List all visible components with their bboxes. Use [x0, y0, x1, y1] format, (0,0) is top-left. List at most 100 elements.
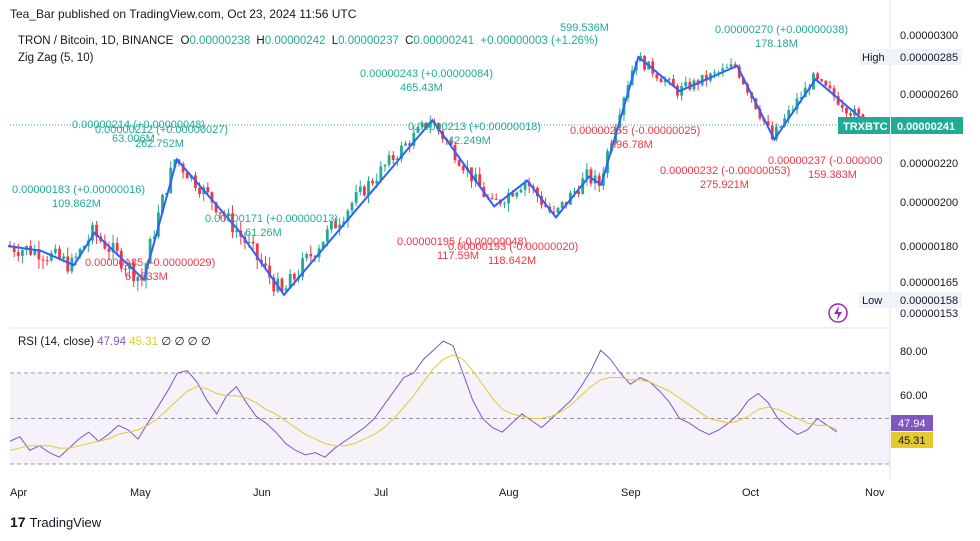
candle: [704, 70, 708, 87]
svg-text:45.31: 45.31: [898, 435, 926, 447]
candle: [383, 163, 387, 172]
candle: [272, 273, 276, 297]
candle: [696, 78, 700, 91]
high-value: 0.00000242: [264, 35, 326, 47]
last-price-tag: TRXBTC 0.00000241: [838, 117, 963, 134]
candle: [515, 191, 519, 200]
candle: [779, 125, 782, 128]
zigzag-label: 0.00000193 (-0.00000020) 118.642M: [448, 241, 578, 267]
candle: [671, 74, 675, 86]
candle: [45, 255, 49, 266]
svg-text:109.862M: 109.862M: [52, 198, 101, 210]
rsi-title[interactable]: RSI (14, close): [18, 336, 95, 348]
candle: [845, 106, 848, 118]
svg-text:396.78M: 396.78M: [610, 139, 653, 151]
zigzag-line: [7, 55, 870, 297]
zigzag-label: 0.00000213 (+0.00000018) 42.249M: [408, 121, 541, 147]
candle: [507, 188, 510, 212]
candle: [284, 285, 288, 292]
candle: [41, 255, 45, 270]
rsi-tick-label: 80.00: [900, 346, 928, 358]
rsi-band: [10, 373, 890, 464]
svg-text:0.00000285: 0.00000285: [900, 52, 958, 64]
zigzag-indicator-label[interactable]: Zig Zag (5, 10): [18, 52, 94, 64]
candle: [53, 244, 57, 256]
candle: [107, 241, 111, 261]
candle: [461, 163, 465, 174]
zigzag-label: 0.00000212 (+0.00000027) 262.752M: [95, 124, 228, 150]
candle: [774, 123, 778, 142]
svg-text:0.00000195 (-0.00000048): 0.00000195 (-0.00000048): [397, 236, 527, 248]
svg-text:0.00000171 (+0.00000013): 0.00000171 (+0.00000013): [205, 213, 338, 225]
svg-text:117.59M: 117.59M: [437, 250, 479, 262]
candle: [494, 193, 498, 201]
candle: [729, 58, 733, 68]
close-label: C: [405, 35, 414, 47]
candle: [857, 106, 861, 117]
price-tick-label: 0.00000200: [900, 197, 958, 209]
svg-text:High: High: [862, 52, 885, 64]
rsi-pane: 80.00 60.00 47.94 45.31: [9, 340, 933, 465]
candle: [132, 259, 136, 288]
open-label: O: [180, 35, 190, 47]
time-tick-label: Apr: [10, 487, 27, 499]
svg-text:42.249M: 42.249M: [448, 135, 491, 147]
zigzag-series: [7, 55, 870, 297]
candle: [111, 234, 115, 261]
svg-text:0.00000237 (-0.000000: 0.00000237 (-0.000000: [768, 155, 882, 167]
symbol-title[interactable]: TRON / Bitcoin, 1D, BINANCE: [18, 35, 174, 47]
svg-text:0.00000270 (+0.00000038): 0.00000270 (+0.00000038): [715, 24, 848, 36]
zigzag-label: 599.536M: [560, 22, 609, 34]
candle: [362, 184, 366, 197]
svg-text:0.00000158: 0.00000158: [900, 295, 958, 307]
time-tick-label: Aug: [499, 487, 519, 499]
price-tick-label: 0.00000220: [900, 158, 958, 170]
rsi-legend: RSI (14, close) 47.94 45.31 ∅ ∅ ∅ ∅: [18, 334, 211, 348]
svg-text:262.752M: 262.752M: [135, 138, 184, 150]
candle: [124, 264, 127, 276]
candle: [37, 240, 41, 269]
rsi-ma-line: [9, 354, 838, 451]
candle: [379, 160, 383, 183]
candle: [301, 252, 304, 281]
time-tick-label: Nov: [865, 487, 885, 499]
candle: [688, 77, 692, 92]
candle: [820, 78, 824, 83]
candle: [334, 217, 337, 229]
zigzag-labels: 0.00000243 (+0.00000084) 465.43M 0.0000021…: [12, 22, 882, 283]
candle: [490, 193, 494, 201]
candle: [663, 75, 667, 87]
zigzag-label: 0.00000237 (-0.000000 159.383M: [768, 155, 882, 181]
candle: [181, 161, 185, 179]
candle: [667, 77, 671, 86]
alert-icon[interactable]: [828, 303, 848, 323]
brand-name: TradingView: [29, 514, 102, 530]
candle: [309, 245, 313, 262]
candle: [288, 269, 292, 289]
footer-brand[interactable]: 17 TradingView: [10, 514, 101, 530]
tradingview-logo-icon: 17: [10, 514, 26, 530]
low-value: 0.00000237: [338, 35, 399, 47]
low-label: L: [331, 35, 339, 47]
time-tick-label: Jul: [374, 487, 388, 499]
zigzag-label: 0.00000243 (+0.00000084) 465.43M: [360, 68, 493, 94]
rsi-tick-label: 60.00: [900, 390, 928, 402]
svg-text:0.00000193 (-0.00000020): 0.00000193 (-0.00000020): [448, 241, 578, 253]
candle: [503, 201, 506, 209]
svg-text:0.00000232 (-0.00000053): 0.00000232 (-0.00000053): [660, 165, 790, 177]
candle: [276, 272, 280, 294]
open-value: 0.00000238: [189, 35, 251, 47]
time-axis: Apr May Jun Jul Aug Sep Oct Nov: [10, 487, 885, 499]
price-tick-label: 0.00000153: [900, 308, 958, 320]
candle: [95, 220, 98, 244]
candle: [206, 182, 210, 195]
candle: [202, 184, 206, 202]
svg-text:0.00000183 (+0.00000016): 0.00000183 (+0.00000016): [12, 184, 145, 196]
svg-text:63.006M: 63.006M: [112, 133, 155, 145]
candle: [420, 120, 424, 129]
price-tick-label: 0.00000300: [900, 30, 958, 42]
candle: [589, 167, 593, 187]
candle: [387, 150, 391, 168]
candle: [416, 123, 420, 134]
